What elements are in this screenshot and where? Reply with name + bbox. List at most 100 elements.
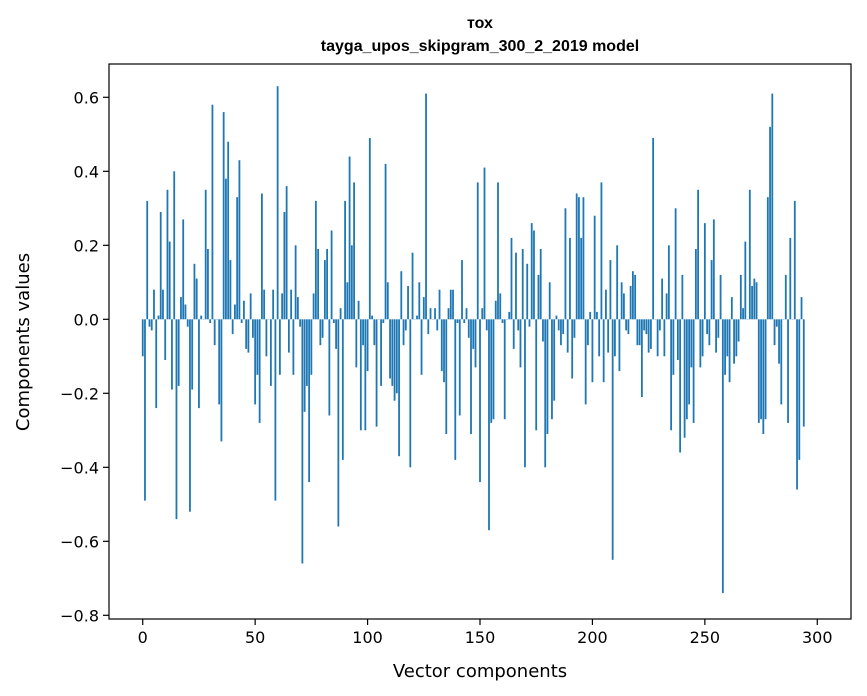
bar	[710, 260, 713, 320]
bar	[703, 223, 706, 320]
bar	[694, 249, 697, 320]
bar	[357, 300, 360, 320]
bar	[548, 282, 551, 320]
bar	[157, 315, 160, 320]
bar	[193, 263, 196, 320]
bar	[519, 319, 522, 368]
bar	[724, 319, 726, 375]
bar	[389, 319, 391, 379]
bar	[499, 293, 502, 320]
bar	[234, 304, 236, 320]
bar	[580, 237, 583, 320]
bar	[753, 278, 756, 320]
bar	[787, 319, 789, 423]
bar	[769, 126, 771, 320]
bar	[452, 289, 454, 320]
bar	[575, 193, 578, 320]
bar	[780, 319, 783, 405]
bar	[245, 319, 248, 349]
bar	[744, 241, 747, 320]
bar	[661, 278, 664, 320]
bar	[775, 319, 778, 327]
bar	[656, 319, 659, 357]
bar	[305, 319, 308, 386]
bar	[427, 319, 430, 335]
bar-series	[141, 86, 805, 594]
bar	[539, 249, 542, 320]
y-tick-label: −0.4	[60, 458, 99, 477]
bar	[730, 297, 733, 320]
bar	[274, 319, 277, 501]
bar	[317, 249, 320, 320]
bar	[229, 260, 232, 320]
x-axis-label: Vector components	[393, 661, 567, 682]
bar	[490, 319, 493, 423]
bar	[784, 274, 787, 320]
bar	[492, 319, 495, 420]
bar	[605, 289, 607, 320]
bar	[589, 311, 592, 320]
bar	[618, 319, 621, 372]
bar	[600, 182, 603, 320]
bar	[440, 319, 443, 372]
bar	[283, 212, 286, 320]
bar	[175, 319, 178, 520]
y-axis-ticks: 0.6 0.4 0.2 0.0 −0.2 −0.4 −0.6 −0.8	[60, 88, 109, 625]
bar	[328, 319, 331, 416]
bar	[757, 319, 760, 423]
bar	[278, 319, 281, 375]
bar	[503, 319, 506, 420]
bar	[800, 297, 803, 320]
bar	[418, 282, 421, 320]
bar	[485, 319, 488, 331]
bar	[620, 282, 623, 320]
bar	[739, 274, 742, 320]
bar	[456, 319, 459, 323]
bar	[454, 319, 457, 460]
bar	[404, 319, 407, 331]
bar	[186, 319, 189, 327]
bar	[281, 293, 284, 320]
bar	[350, 245, 353, 320]
bar	[685, 319, 688, 420]
bar	[276, 86, 279, 320]
bar	[796, 319, 798, 490]
bar	[449, 289, 452, 320]
bar	[690, 319, 693, 368]
bar	[472, 319, 475, 349]
bar	[602, 319, 605, 383]
bar	[445, 319, 448, 434]
bar	[560, 319, 562, 346]
bar	[330, 230, 333, 320]
bar	[155, 319, 158, 409]
bar	[220, 319, 223, 442]
bar	[252, 319, 254, 338]
bar	[481, 308, 484, 320]
bar	[672, 319, 675, 375]
bar	[636, 319, 639, 346]
bar	[564, 208, 567, 320]
bar	[467, 319, 470, 338]
bar	[211, 104, 214, 320]
bar	[198, 319, 200, 409]
bar	[292, 319, 295, 375]
bar	[537, 274, 540, 320]
bar	[665, 293, 668, 320]
bar	[213, 319, 216, 346]
bar	[476, 182, 479, 320]
bar	[643, 319, 646, 331]
bar	[368, 138, 371, 320]
bar	[591, 319, 594, 383]
bar	[726, 319, 729, 357]
bar	[148, 319, 151, 327]
y-axis-label: Components values	[13, 253, 34, 431]
bar	[465, 308, 468, 320]
bar	[162, 289, 164, 320]
bar	[629, 286, 632, 320]
bar	[384, 163, 387, 320]
bar	[346, 282, 349, 320]
x-tick-label: 50	[245, 628, 265, 647]
bar	[571, 319, 574, 379]
bar	[719, 274, 722, 320]
bar	[373, 319, 376, 346]
